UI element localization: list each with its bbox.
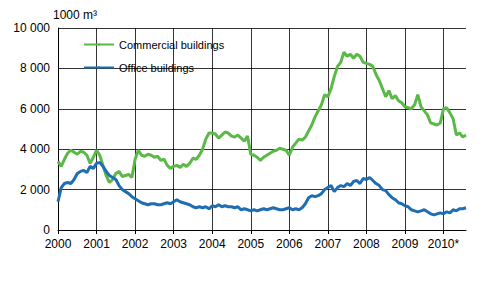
svg-text:Commercial buildings: Commercial buildings [119, 39, 225, 51]
svg-text:10 000: 10 000 [13, 21, 50, 35]
svg-text:1000 m³: 1000 m³ [53, 8, 97, 22]
svg-text:2004: 2004 [199, 237, 226, 251]
svg-text:2005: 2005 [237, 237, 264, 251]
svg-text:0: 0 [43, 223, 50, 237]
svg-text:2003: 2003 [160, 237, 187, 251]
svg-text:6 000: 6 000 [20, 102, 50, 116]
svg-text:2007: 2007 [315, 237, 342, 251]
svg-text:2001: 2001 [83, 237, 110, 251]
svg-text:2010*: 2010* [428, 237, 460, 251]
svg-text:2 000: 2 000 [20, 183, 50, 197]
svg-text:2009: 2009 [392, 237, 419, 251]
svg-text:2008: 2008 [353, 237, 380, 251]
svg-text:Office buildings: Office buildings [119, 62, 195, 74]
svg-text:4 000: 4 000 [20, 142, 50, 156]
svg-text:2000: 2000 [45, 237, 72, 251]
svg-text:8 000: 8 000 [20, 61, 50, 75]
svg-text:2002: 2002 [122, 237, 149, 251]
svg-text:2006: 2006 [276, 237, 303, 251]
